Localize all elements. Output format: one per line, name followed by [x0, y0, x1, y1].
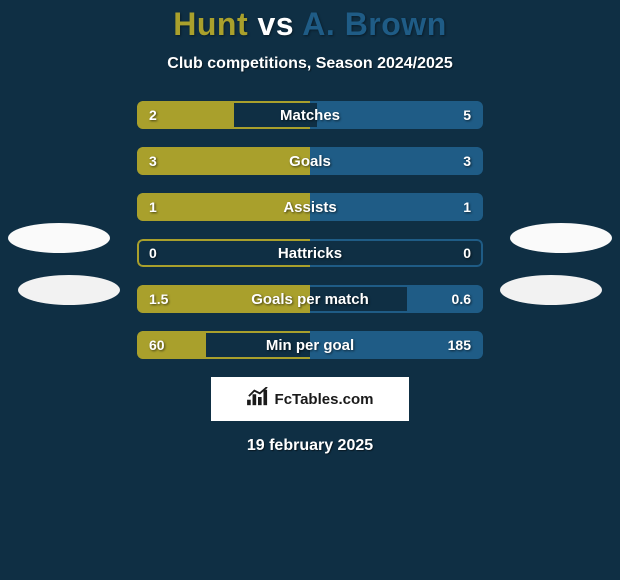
- source-badge: FcTables.com: [211, 377, 409, 421]
- team-badge-left-1: [8, 223, 110, 253]
- footer-date: 19 february 2025: [0, 437, 620, 455]
- team-badge-right-2: [500, 275, 602, 305]
- title-vs: vs: [258, 6, 295, 42]
- bar-outline-right: [310, 331, 483, 359]
- subtitle: Club competitions, Season 2024/2025: [0, 55, 620, 73]
- team-badge-right-1: [510, 223, 612, 253]
- team-badge-left-2: [18, 275, 120, 305]
- title-player2: A. Brown: [302, 6, 446, 42]
- stat-row: Goals per match1.50.6: [137, 285, 483, 313]
- stat-row: Assists11: [137, 193, 483, 221]
- bar-outline-left: [137, 239, 310, 267]
- bar-outline-left: [137, 147, 310, 175]
- stat-row: Matches25: [137, 101, 483, 129]
- bar-outline-right: [310, 239, 483, 267]
- comparison-infographic: Hunt vs A. Brown Club competitions, Seas…: [0, 0, 620, 580]
- stat-row: Goals33: [137, 147, 483, 175]
- source-badge-text: FcTables.com: [275, 391, 374, 408]
- bar-outline-left: [137, 285, 310, 313]
- bar-outline-left: [137, 331, 310, 359]
- bar-outline-right: [310, 147, 483, 175]
- page-title: Hunt vs A. Brown: [0, 0, 620, 43]
- bar-outline-left: [137, 193, 310, 221]
- chart-icon: [247, 387, 269, 411]
- title-player1: Hunt: [173, 6, 248, 42]
- stat-row: Min per goal60185: [137, 331, 483, 359]
- bar-outline-right: [310, 285, 483, 313]
- bar-outline-right: [310, 101, 483, 129]
- bar-outline-right: [310, 193, 483, 221]
- stat-row: Hattricks00: [137, 239, 483, 267]
- bar-outline-left: [137, 101, 310, 129]
- stats-chart: Matches25 Goals33 Assists11 Hattricks00 Goal…: [0, 101, 620, 359]
